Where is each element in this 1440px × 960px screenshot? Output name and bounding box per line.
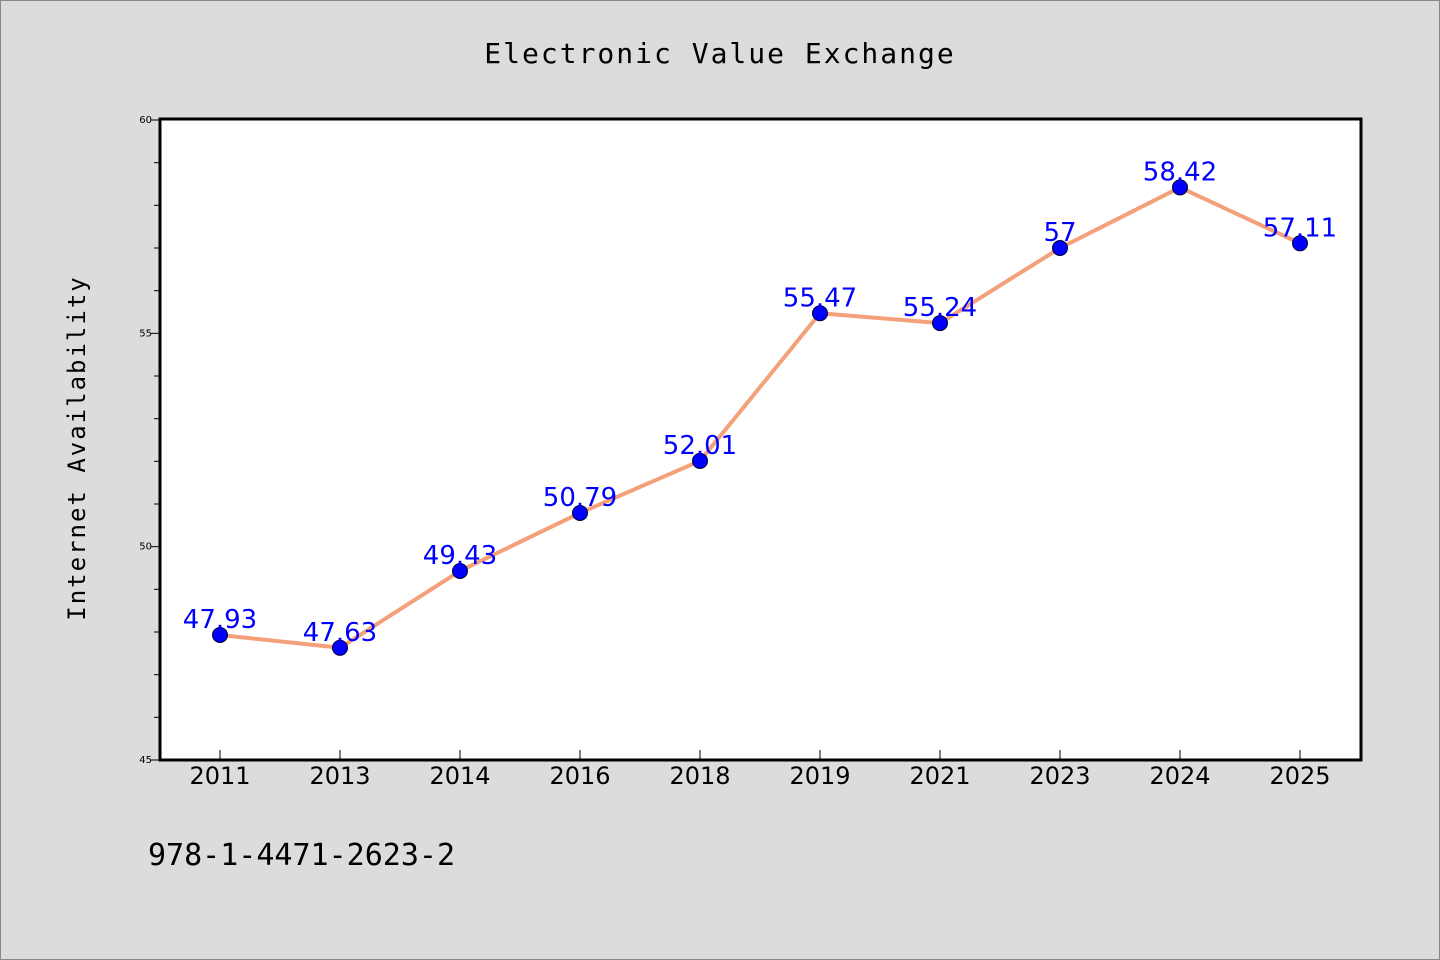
y-axis-label: Internet Availability xyxy=(63,275,91,620)
data-point xyxy=(1052,240,1068,256)
x-tick-label: 2024 xyxy=(1149,762,1210,790)
y-tick-label: 45 xyxy=(139,755,152,766)
data-label: 57 xyxy=(1043,218,1076,248)
series-line-group xyxy=(218,185,1302,650)
footer-code: 978-1-4471-2623-2 xyxy=(148,838,455,873)
x-tick-label: 2014 xyxy=(429,762,490,790)
x-tick-label: 2021 xyxy=(909,762,970,790)
x-axis: 2011 2013 2014 2016 2018 2019 2021 2023 2024 2025 xyxy=(189,750,1331,790)
data-label: 50.79 xyxy=(543,483,617,513)
x-tick-label: 2018 xyxy=(669,762,730,790)
x-tick-label: 2025 xyxy=(1269,762,1330,790)
data-point xyxy=(1292,235,1308,252)
data-point xyxy=(932,315,948,332)
data-point xyxy=(1172,179,1188,196)
data-label: 57.11 xyxy=(1263,213,1337,243)
data-point xyxy=(572,504,588,521)
data-point xyxy=(332,639,348,656)
series-line xyxy=(218,185,1302,650)
y-tick-label: 55 xyxy=(139,328,152,339)
y-tick-label: 50 xyxy=(139,542,152,553)
x-tick-label: 2023 xyxy=(1029,762,1090,790)
data-label: 49.43 xyxy=(423,541,497,571)
data-markers xyxy=(212,179,1308,656)
y-tick-label: 60 xyxy=(139,115,152,126)
data-point xyxy=(692,452,708,469)
data-label: 52.01 xyxy=(663,431,737,461)
plot-area xyxy=(158,117,1363,762)
chart-title: Electronic Value Exchange xyxy=(484,37,955,70)
x-tick-label: 2013 xyxy=(309,762,370,790)
data-point xyxy=(812,305,828,322)
x-tick-label: 2016 xyxy=(549,762,610,790)
y-axis: 45 50 55 60 xyxy=(139,115,160,766)
data-label: 55.24 xyxy=(903,293,977,323)
data-label: 47.93 xyxy=(183,605,257,635)
data-point xyxy=(452,562,468,579)
x-tick-label: 2011 xyxy=(189,762,250,790)
data-labels: 47.93 47.63 49.43 50.79 52.01 55.47 55.24 57 58.… xyxy=(183,157,1337,647)
data-point xyxy=(212,626,228,643)
data-label: 55.47 xyxy=(783,283,857,313)
x-tick-label: 2019 xyxy=(789,762,850,790)
data-label: 58.42 xyxy=(1143,157,1217,187)
data-label: 47.63 xyxy=(303,618,377,648)
